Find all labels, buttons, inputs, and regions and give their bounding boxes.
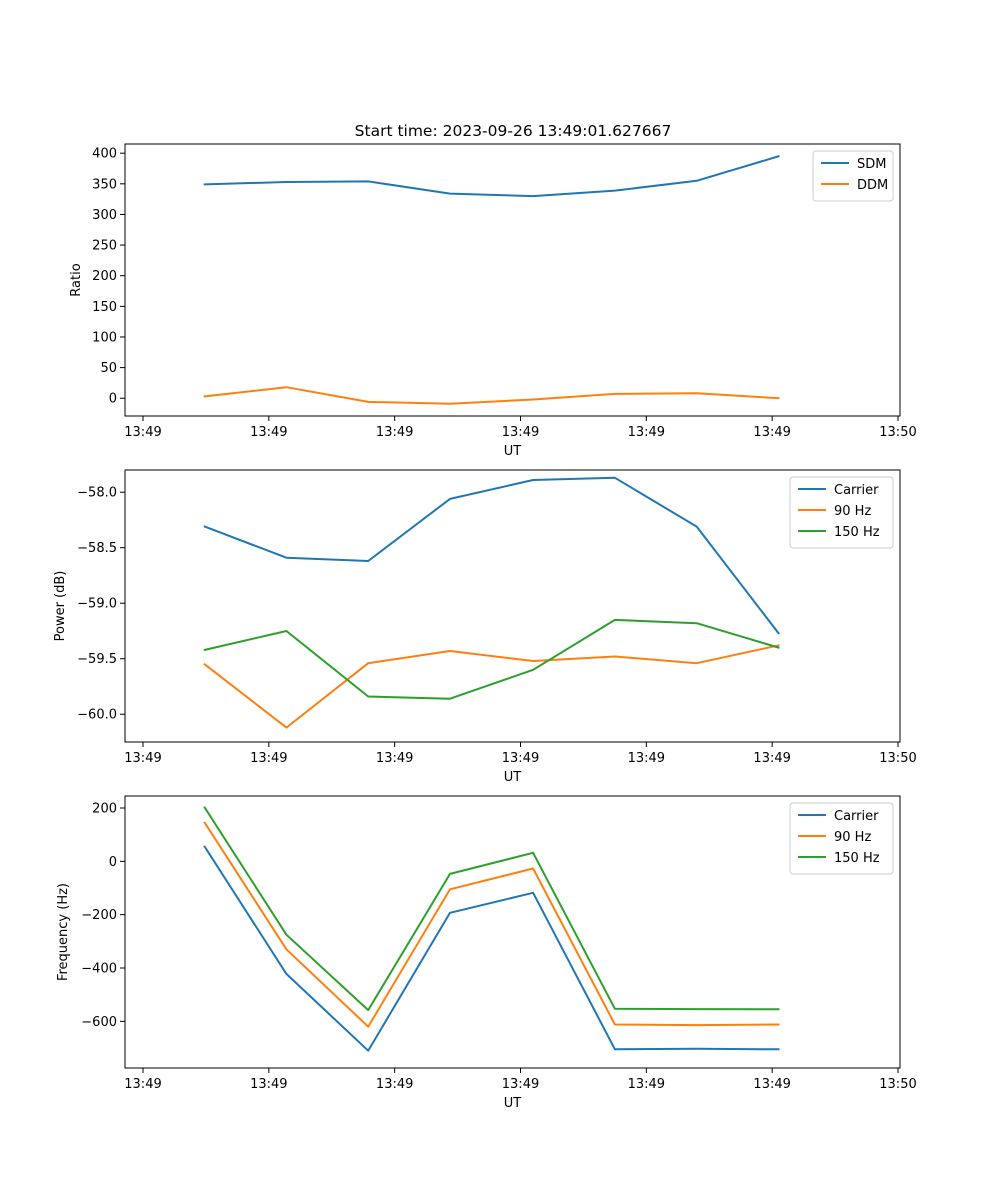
series-line-150-hz [203,618,780,700]
legend: Carrier 90 Hz 150 Hz [789,802,894,875]
x-tick-label: 13:49 [753,425,790,440]
plot-area [124,795,901,1069]
x-tick-label: 13:49 [376,425,413,440]
panels: 13:49 13:49 13:49 13:49 13:49 13:49 13:50 0 50 10… [53,143,917,1111]
y-tick-label: −600 [81,1015,117,1030]
x-tick-label: 13:49 [376,1077,413,1092]
y-tick-label: −400 [81,962,117,977]
x-tick-label: 13:49 [502,425,539,440]
x-tick-label: 13:49 [250,425,287,440]
legend-label-carrier: Carrier [834,809,879,824]
legend-label-150-hz: 150 Hz [834,851,880,866]
legend-label-sdm: SDM [857,157,886,172]
x-tick-label: 13:49 [628,1077,665,1092]
series-line-ddm [203,386,780,405]
x-axis-label: UT [504,1096,522,1111]
x-tick-label: 13:49 [753,1077,790,1092]
chart-panel-3: 13:49 13:49 13:49 13:49 13:49 13:49 13:50 −600 −… [56,795,917,1111]
series-line-carrier [203,845,780,1052]
x-tick-label: 13:49 [376,751,413,766]
x-tick-label: 13:49 [628,751,665,766]
y-tick-label: 400 [92,147,117,162]
x-tick-label: 13:49 [502,751,539,766]
legend-label-ddm: DDM [857,178,888,193]
x-tick-label: 13:49 [124,751,161,766]
y-tick-label: −58.5 [77,541,117,556]
x-axis-label: UT [504,770,522,785]
x-tick-label: 13:49 [124,425,161,440]
y-tick-label: 150 [92,300,117,315]
x-tick-label: 13:49 [502,1077,539,1092]
x-axis-label: UT [504,444,522,459]
plot-area [124,469,901,743]
x-tick-label: 13:49 [628,425,665,440]
chart-panel-2: 13:49 13:49 13:49 13:49 13:49 13:49 13:50 −60.0… [53,469,917,785]
y-tick-label: 0 [109,392,117,407]
y-tick-label: 200 [92,269,117,284]
legend-label-150-hz: 150 Hz [834,525,880,540]
series-line-carrier [203,476,780,635]
y-tick-label: 300 [92,208,117,223]
series-line-150-hz [203,806,780,1012]
x-tick-label: 13:49 [124,1077,161,1092]
y-tick-label: 200 [92,802,117,817]
y-axis-label: Power (dB) [53,571,68,642]
legend: Carrier 90 Hz 150 Hz [789,476,894,549]
x-tick-label: 13:50 [879,751,916,766]
y-tick-label: 350 [92,177,117,192]
y-axis-label: Frequency (Hz) [56,883,71,981]
y-tick-label: −59.0 [77,597,117,612]
y-tick-label: 50 [100,361,117,376]
series-line-90-hz [203,821,780,1028]
y-tick-label: −200 [81,908,117,923]
legend-label-90-hz: 90 Hz [834,830,871,845]
x-tick-label: 13:49 [250,751,287,766]
x-tick-label: 13:49 [250,1077,287,1092]
series-line-90-hz [203,644,780,729]
x-tick-label: 13:50 [879,1077,916,1092]
legend-label-carrier: Carrier [834,483,879,498]
y-tick-label: 0 [109,855,117,870]
series-line-sdm [203,155,780,198]
y-tick-label: 250 [92,239,117,254]
chart-panel-1: 13:49 13:49 13:49 13:49 13:49 13:49 13:50 0 50 10… [69,143,917,459]
y-tick-label: −60.0 [77,708,117,723]
legend: SDM DDM [812,150,894,202]
y-axis-label: Ratio [69,263,84,296]
chart-title: Start time: 2023-09-26 13:49:01.627667 [355,122,672,140]
y-tick-label: −59.5 [77,652,117,667]
y-tick-label: 100 [92,330,117,345]
legend-label-90-hz: 90 Hz [834,504,871,519]
plot-area [124,143,901,417]
x-tick-label: 13:50 [879,425,916,440]
x-tick-label: 13:49 [753,751,790,766]
y-tick-label: −58.0 [77,486,117,501]
